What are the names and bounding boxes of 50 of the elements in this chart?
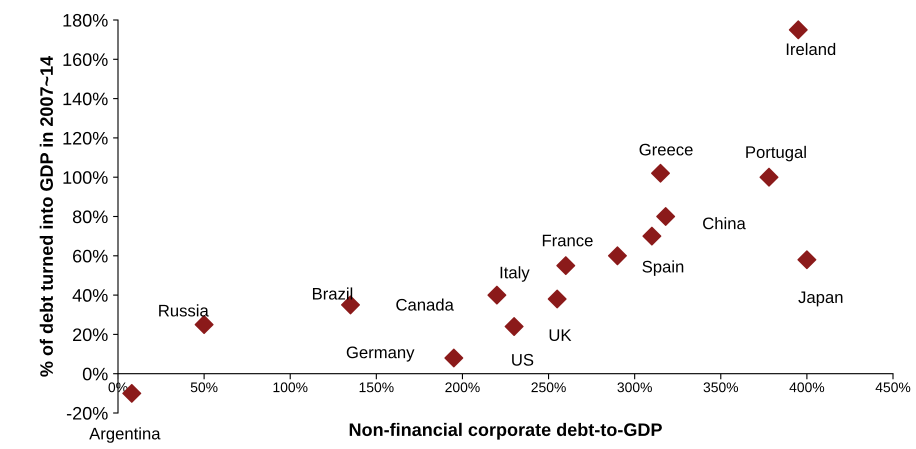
point — [608, 246, 627, 266]
annotation: Japan — [798, 291, 842, 306]
y-axis-title: % of debt turned into GDP in 2007~14 — [40, 56, 53, 377]
y-tick-label: 180% — [63, 14, 108, 27]
point — [642, 226, 662, 246]
y-tick-label: 20% — [73, 328, 108, 342]
annotation: UK — [550, 329, 572, 342]
x-tick-label: 100% — [274, 382, 308, 392]
annotation: Germany — [346, 346, 414, 362]
point — [444, 348, 464, 368]
point — [548, 290, 567, 309]
x-axis-title: Non-financial corporate debt-to-GDP — [350, 422, 662, 440]
y-tick-label: 120% — [63, 132, 108, 145]
x-tick-label: 200% — [445, 382, 480, 392]
point — [656, 207, 676, 226]
y-tick-label: -20% — [66, 406, 108, 420]
annotation: Greece — [640, 144, 693, 156]
annotation: Brazil — [312, 287, 352, 300]
point — [504, 317, 524, 336]
annotation: US — [512, 354, 534, 366]
point — [556, 256, 576, 276]
point — [760, 168, 778, 187]
point — [487, 286, 506, 305]
annotation: Spain — [642, 260, 684, 276]
x-tick-label: 450% — [876, 382, 910, 392]
y-tick-label: 60% — [73, 250, 108, 263]
y-tick-label: 0% — [82, 368, 108, 380]
annotation: Argentina — [89, 427, 161, 443]
y-tick-label: 100% — [63, 171, 108, 184]
annotation: Russia — [159, 304, 209, 317]
y-tick-label: 40% — [72, 289, 108, 302]
point — [651, 164, 670, 183]
annotation: France — [542, 234, 593, 246]
annotation: China — [703, 217, 746, 230]
x-tick-label: 300% — [617, 382, 652, 392]
point — [788, 20, 808, 40]
x-tick-label: 50% — [190, 382, 218, 392]
annotation: Canada — [396, 298, 454, 311]
annotation: Italy — [500, 266, 530, 282]
point — [797, 250, 816, 270]
x-tick-label: 250% — [531, 382, 566, 392]
annotation: Ireland — [786, 42, 836, 56]
x-tick-label: 400% — [789, 382, 824, 392]
y-tick-label: 80% — [72, 210, 108, 224]
annotation: Portugal — [746, 146, 806, 162]
x-tick-label: 350% — [704, 382, 738, 392]
point — [194, 315, 214, 334]
y-tick-label: 160% — [63, 53, 108, 66]
y-tick-label: 140% — [63, 92, 108, 106]
x-tick-label: 150% — [360, 382, 394, 392]
